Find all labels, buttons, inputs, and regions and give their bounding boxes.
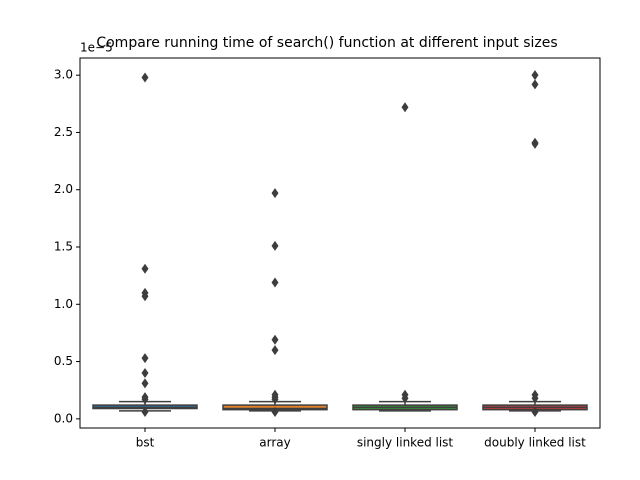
outlier xyxy=(141,368,149,379)
outlier xyxy=(271,334,279,345)
outlier xyxy=(531,393,539,404)
outlier xyxy=(531,79,539,90)
x-tick-label: singly linked list xyxy=(357,436,454,450)
y-tick-label: 0.5 xyxy=(54,354,73,368)
plot-frame xyxy=(79,57,601,429)
outlier xyxy=(271,188,279,199)
outlier xyxy=(531,138,539,149)
outlier xyxy=(531,70,539,81)
outlier xyxy=(271,345,279,356)
y-tick-label: 0.0 xyxy=(54,411,73,425)
outlier xyxy=(271,394,279,405)
outlier xyxy=(271,240,279,251)
outlier xyxy=(401,393,409,404)
outlier xyxy=(141,353,149,364)
y-tick-label: 3.0 xyxy=(54,68,73,82)
outlier xyxy=(141,378,149,389)
y-offset-label: 1e−5 xyxy=(80,41,113,55)
outlier xyxy=(271,406,279,417)
x-tick-label: doubly linked list xyxy=(484,436,586,450)
x-tick-label: bst xyxy=(136,436,155,450)
outlier xyxy=(531,406,539,417)
outlier xyxy=(271,277,279,288)
y-tick-label: 1.5 xyxy=(54,240,73,254)
outlier xyxy=(141,291,149,302)
outlier xyxy=(141,394,149,405)
x-tick-label: array xyxy=(259,436,290,450)
outlier xyxy=(141,263,149,274)
y-tick-label: 2.5 xyxy=(54,125,73,139)
outlier xyxy=(141,72,149,83)
y-tick-label: 1.0 xyxy=(54,297,73,311)
y-tick-label: 2.0 xyxy=(54,182,73,196)
outlier xyxy=(401,102,409,113)
chart-title: Compare running time of search() functio… xyxy=(96,35,557,51)
outlier xyxy=(141,406,149,417)
